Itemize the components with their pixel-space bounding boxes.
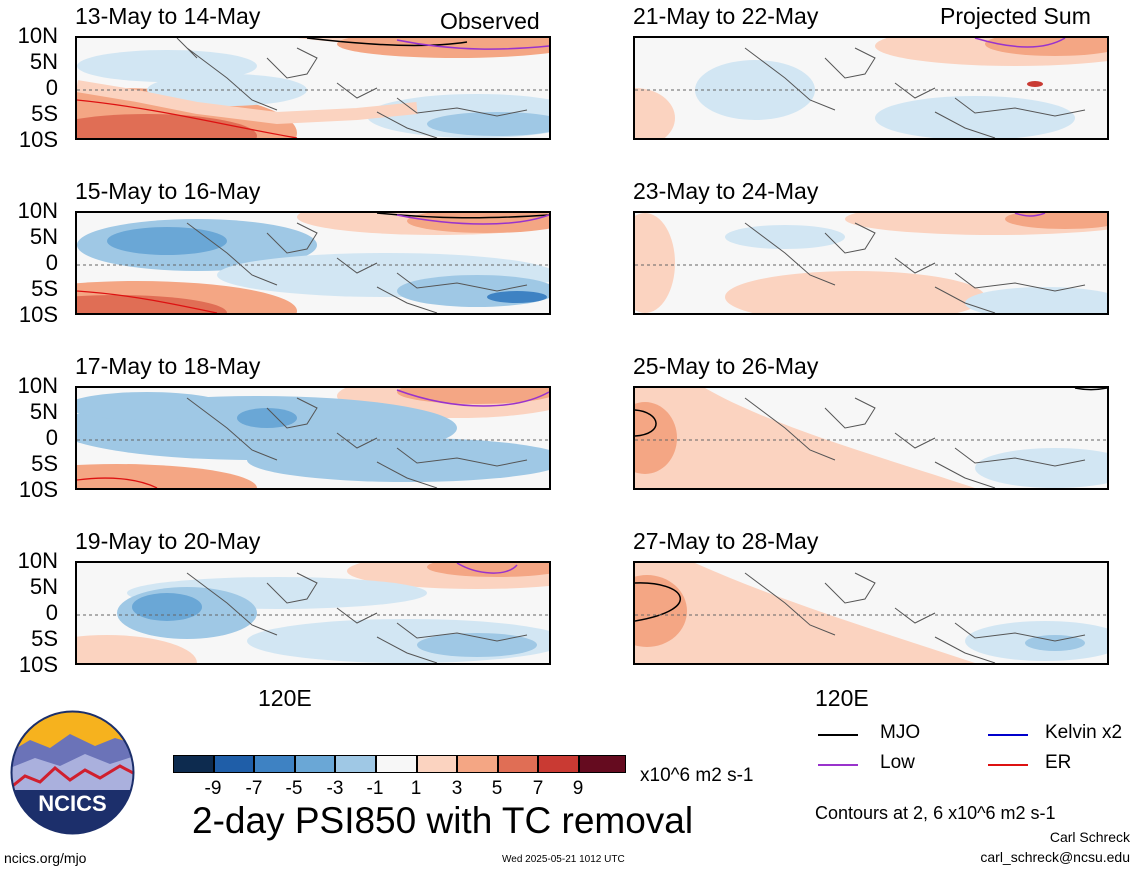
colorbar-tick: -5 xyxy=(285,778,303,799)
colorbar-swatch-9 xyxy=(497,755,539,773)
colorbar-tick: 9 xyxy=(572,778,584,799)
panel-title-right-4: 27-May to 28-May xyxy=(633,528,819,554)
lat-label-10n: 10N xyxy=(17,23,58,48)
timestamp: Wed 2025-05-21 1012 UTC xyxy=(502,854,625,865)
lat-label-5s: 5S xyxy=(31,626,58,651)
colorbar-swatch-2 xyxy=(213,755,255,773)
lat-label-5n: 5N xyxy=(29,49,58,74)
observed-tag: Observed xyxy=(440,8,540,34)
contour-note: Contours at 2, 6 x10^6 m2 s-1 xyxy=(815,803,1056,823)
colorbar-swatch-6 xyxy=(376,755,417,773)
lat-label-10s: 10S xyxy=(18,652,58,677)
panel-title-right-1: 21-May to 22-May xyxy=(633,3,819,29)
lat-label-5s: 5S xyxy=(31,451,58,476)
map-panel-left-2 xyxy=(75,211,551,315)
map-panel-right-3 xyxy=(633,386,1109,490)
map-panel-left-4 xyxy=(75,561,551,665)
map-panel-left-3 xyxy=(75,386,551,490)
legend-line-low xyxy=(818,764,858,766)
panel-title-left-3: 17-May to 18-May xyxy=(75,353,261,379)
lat-label-5n: 5N xyxy=(29,399,58,424)
legend-label-mjo: MJO xyxy=(880,722,921,743)
lat-label-10s: 10S xyxy=(18,302,58,327)
panel-title-left-1: 13-May to 14-May xyxy=(75,3,261,29)
lat-label-5n: 5N xyxy=(29,574,58,599)
map-panel-right-1 xyxy=(633,36,1109,140)
map-panel-right-4 xyxy=(633,561,1109,665)
lat-label-0: 0 xyxy=(45,75,58,100)
lat-label-10n: 10N xyxy=(17,198,58,223)
legend-line-mjo xyxy=(818,734,858,736)
author-email[interactable]: carl_schreck@ncsu.edu xyxy=(980,849,1130,865)
legend-line-kelvin xyxy=(988,734,1028,736)
colorbar-swatch-7 xyxy=(416,755,458,773)
colorbar-swatch-5 xyxy=(335,755,376,773)
logo-text: NCICS xyxy=(38,791,106,816)
map-panel-right-2 xyxy=(633,211,1109,315)
legend-label-er: ER xyxy=(1045,752,1072,773)
lat-label-5s: 5S xyxy=(31,101,58,126)
ncics-logo: NCICS xyxy=(10,710,135,835)
colorbar-tick: 1 xyxy=(410,778,422,799)
lat-label-0: 0 xyxy=(45,425,58,450)
colorbar-tick: 5 xyxy=(491,778,503,799)
lat-label-10s: 10S xyxy=(18,477,58,502)
colorbar-tick: 3 xyxy=(451,778,463,799)
colorbar-swatch-1 xyxy=(173,755,214,773)
colorbar-tick: -9 xyxy=(204,778,222,799)
colorbar-swatch-8 xyxy=(457,755,498,773)
colorbar-tick: 7 xyxy=(532,778,544,799)
colorbar-swatch-11 xyxy=(579,755,626,773)
footer-url[interactable]: ncics.org/mjo xyxy=(4,850,87,866)
colorbar-tick: -3 xyxy=(326,778,344,799)
lat-label-10s: 10S xyxy=(18,127,58,152)
legend-line-er xyxy=(988,764,1028,766)
colorbar-tick: -1 xyxy=(366,778,384,799)
map-panel-left-1 xyxy=(75,36,551,140)
lon-label-right: 120E xyxy=(815,685,869,711)
projected-sum-tag: Projected Sum xyxy=(940,3,1091,29)
lat-label-10n: 10N xyxy=(17,373,58,398)
colorbar-tick: -7 xyxy=(245,778,263,799)
colorbar-swatch-4 xyxy=(294,755,336,773)
legend-label-kelvin: Kelvin x2 xyxy=(1045,722,1123,743)
panel-title-left-2: 15-May to 16-May xyxy=(75,178,261,204)
colorbar-units: x10^6 m2 s-1 xyxy=(640,765,754,786)
lat-label-5s: 5S xyxy=(31,276,58,301)
lat-label-5n: 5N xyxy=(29,224,58,249)
colorbar-swatch-3 xyxy=(254,755,295,773)
lat-label-10n: 10N xyxy=(17,548,58,573)
colorbar-swatch-10 xyxy=(538,755,579,773)
lat-label-0: 0 xyxy=(45,250,58,275)
lat-label-0: 0 xyxy=(45,600,58,625)
main-title: 2-day PSI850 with TC removal xyxy=(192,800,694,841)
panel-title-right-2: 23-May to 24-May xyxy=(633,178,819,204)
author-name: Carl Schreck xyxy=(1049,829,1130,845)
panel-title-right-3: 25-May to 26-May xyxy=(633,353,819,379)
panel-title-left-4: 19-May to 20-May xyxy=(75,528,261,554)
lon-label-left: 120E xyxy=(258,685,312,711)
legend-label-low: Low xyxy=(880,752,915,773)
